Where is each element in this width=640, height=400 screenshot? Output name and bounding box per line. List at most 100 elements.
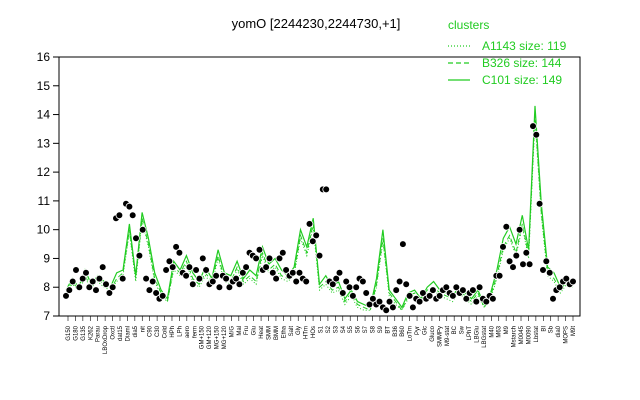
- x-tick-label: ferm: [192, 326, 198, 338]
- data-point: [415, 297, 424, 306]
- data-point: [145, 286, 154, 294]
- data-point: [472, 297, 481, 306]
- data-point: [442, 283, 451, 292]
- data-point: [409, 303, 417, 312]
- x-tick-label: LBOxDrop: [103, 325, 109, 354]
- x-tick-label: Heat: [259, 326, 265, 339]
- x-tick-label: dia0: [556, 325, 562, 337]
- data-point: [549, 294, 557, 303]
- data-point: [158, 292, 167, 300]
- legend-entry-label: A1143 size: 119: [482, 39, 567, 53]
- x-tick-label: SMMPy: [437, 326, 443, 347]
- data-point: [202, 266, 210, 274]
- data-point: [268, 268, 277, 277]
- data-point: [199, 254, 207, 263]
- data-point: [375, 297, 384, 306]
- data-point: [462, 294, 471, 303]
- data-point: [282, 266, 290, 274]
- data-point: [392, 286, 401, 294]
- x-tick-label: Glu: [252, 326, 258, 335]
- data-point: [429, 286, 437, 294]
- x-tick-label: BT: [385, 326, 391, 334]
- data-point: [495, 271, 504, 280]
- data-point: [239, 268, 247, 277]
- data-point: [95, 274, 104, 283]
- x-tick-label: BMM: [274, 326, 280, 340]
- data-point: [469, 286, 477, 294]
- series-layer: [65, 105, 574, 312]
- x-tick-label: M9t: [571, 326, 577, 336]
- x-tick-label: M9-stat: [445, 326, 451, 346]
- x-tick-label: S8: [370, 325, 376, 333]
- data-point: [232, 274, 240, 283]
- data-point: [308, 237, 317, 246]
- x-tick-label: Cold: [163, 326, 169, 338]
- data-point: [98, 263, 107, 271]
- data-point: [278, 248, 287, 257]
- x-tick-label: BI: [541, 326, 547, 332]
- data-point: [542, 257, 551, 266]
- y-axis: 7 8 9 10 11 12 13 14 15 16: [37, 50, 59, 323]
- data-point: [459, 286, 467, 294]
- data-point: [482, 297, 491, 306]
- x-tick-label: HTm: [304, 326, 310, 339]
- x-tick-label: Fru: [244, 326, 250, 335]
- data-point: [385, 297, 394, 306]
- x-tick-label: Salt: [289, 326, 295, 337]
- x-tick-label: M/G: [229, 326, 235, 338]
- data-point: [419, 289, 427, 297]
- x-tick-label: LBGlu: [474, 326, 480, 343]
- x-tick-label: MOPS: [564, 326, 570, 344]
- data-point: [135, 251, 144, 260]
- data-point: [452, 283, 461, 292]
- data-point: [529, 122, 537, 130]
- data-point: [175, 248, 184, 257]
- data-point: [152, 289, 160, 297]
- data-point: [519, 260, 527, 269]
- x-tick-label: C30: [155, 325, 161, 337]
- points-layer: [62, 122, 577, 315]
- data-point: [539, 266, 547, 274]
- x-tick-label: M63: [497, 325, 503, 337]
- data-point: [242, 263, 250, 271]
- x-tick-label: Gly: [296, 326, 302, 335]
- legend-entry-label: C101 size: 149: [482, 73, 562, 87]
- x-tick-label: M0090: [526, 325, 532, 344]
- data-point: [512, 251, 521, 260]
- y-tick-label: 14: [37, 108, 51, 122]
- x-tick-label: Sw: [460, 325, 466, 334]
- plot-frame: [58, 56, 581, 317]
- x-tick-label: Sb: [549, 325, 555, 333]
- x-tick-label: S7: [363, 325, 369, 333]
- x-tick-label: dat15: [118, 325, 124, 341]
- x-tick-label: Mal: [237, 326, 243, 336]
- x-tick-label: nit: [140, 326, 146, 333]
- y-tick-label: 9: [43, 251, 50, 265]
- x-tick-label: B36: [393, 325, 399, 336]
- data-point: [128, 211, 137, 220]
- x-tick-label: M40: [489, 325, 495, 337]
- y-tick-label: 10: [37, 223, 51, 237]
- data-point: [288, 268, 297, 277]
- data-point: [82, 268, 90, 277]
- x-tick-label: Diaml: [125, 326, 131, 341]
- y-tick-label: 15: [37, 79, 51, 93]
- data-point: [342, 277, 351, 286]
- x-tick-label: S5: [348, 325, 354, 333]
- data-point: [359, 277, 367, 286]
- data-point: [349, 292, 357, 300]
- data-point: [72, 266, 80, 274]
- y-tick-label: 8: [43, 280, 50, 294]
- data-point: [185, 263, 194, 271]
- data-point: [189, 280, 197, 289]
- x-tick-label: K262: [88, 325, 94, 340]
- data-point: [92, 286, 100, 294]
- data-point: [369, 294, 377, 303]
- x-tick-label: MG+150: [215, 325, 221, 349]
- data-point: [328, 280, 337, 289]
- x-tick-label: B60: [400, 325, 406, 336]
- legend: clusters A1143 size: 119 B326 size: 144 C1…: [448, 18, 567, 87]
- data-point: [132, 234, 140, 243]
- data-point: [389, 303, 397, 312]
